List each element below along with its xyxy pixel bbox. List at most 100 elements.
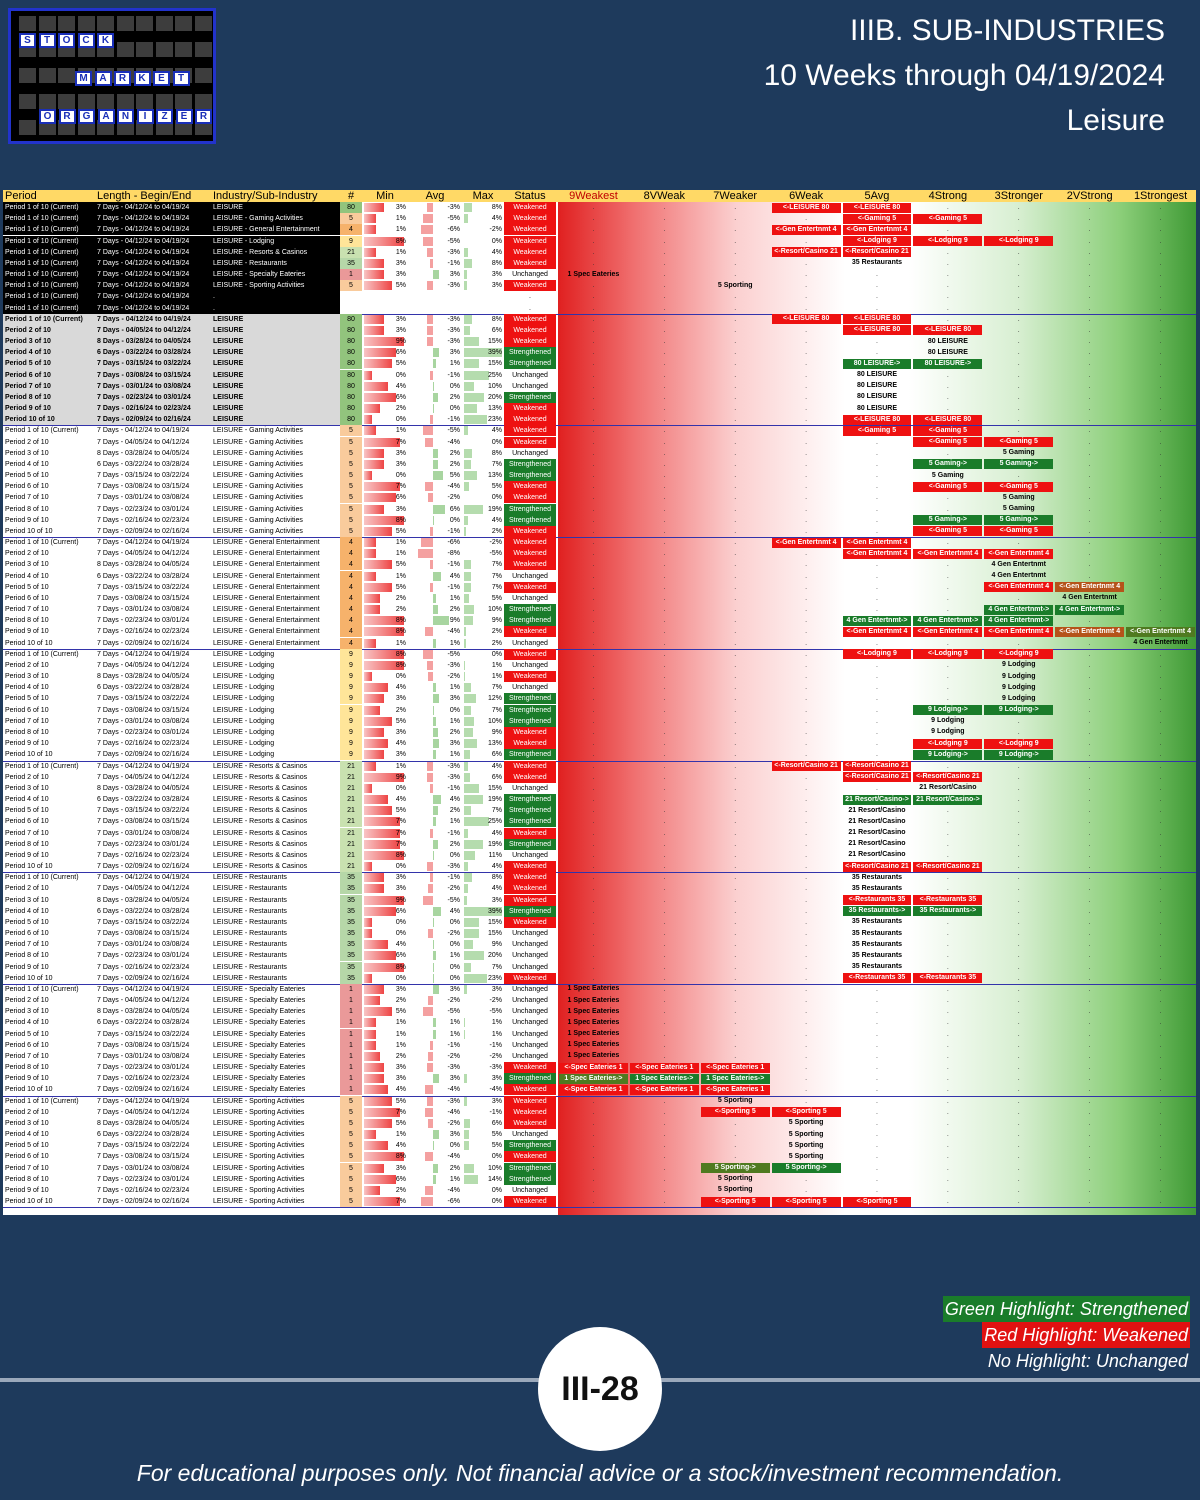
length-cell: 7 Days - 03/08/24 to 03/15/24 — [97, 818, 190, 826]
level-placeholder: . — [805, 460, 808, 468]
level-marker: <-Spec Eateries 1 — [629, 1084, 699, 1095]
level-placeholder: . — [734, 416, 737, 424]
max-bar — [464, 348, 502, 358]
level-placeholder: . — [663, 930, 666, 938]
level-placeholder: . — [946, 885, 949, 893]
level-placeholder: . — [592, 628, 595, 636]
count-cell: 9 — [340, 235, 362, 247]
length-cell: 7 Days - 02/09/24 to 02/16/24 — [97, 974, 190, 982]
length-cell: 7 Days - 04/12/24 to 04/19/24 — [97, 985, 190, 993]
level-placeholder: . — [1159, 728, 1162, 736]
max-bar — [464, 1096, 467, 1106]
avg-bar — [428, 884, 433, 894]
level-placeholder: . — [1088, 617, 1091, 625]
level-placeholder: . — [592, 751, 595, 759]
avg-bar — [423, 895, 433, 905]
count-cell: 9 — [340, 704, 362, 716]
date-range-title: 10 Weeks through 04/19/2024 — [763, 59, 1165, 92]
industry-cell: LEISURE - Resorts & Casinos — [213, 784, 308, 792]
min-bar — [364, 605, 380, 615]
level-marker: <-Lodging 9 — [913, 236, 983, 246]
max-cell: 19% — [487, 505, 502, 513]
level-placeholder: . — [734, 997, 737, 1005]
level-placeholder: . — [876, 1108, 878, 1116]
level-placeholder: . — [805, 338, 808, 346]
max-cell: 11% — [488, 851, 503, 859]
max-cell: 3% — [491, 282, 502, 290]
table-row: Period 1 of 10 (Current) 7 Days - 04/12/2… — [3, 291, 1196, 303]
min-bar — [364, 560, 392, 570]
count-cell: 4 — [340, 224, 362, 236]
period-cell: Period 7 of 10 — [5, 1052, 49, 1060]
level-placeholder: . — [1159, 349, 1162, 357]
avg-bar — [433, 504, 445, 514]
level-placeholder: . — [876, 1153, 878, 1161]
status-badge: Weakened — [504, 648, 556, 660]
level-placeholder: . — [1088, 1097, 1091, 1105]
level-marker: <-Gaming 5 — [984, 437, 1054, 448]
column-header: 1Strongest — [1133, 190, 1188, 202]
count-cell: 35 — [340, 950, 362, 962]
level-placeholder: . — [734, 661, 737, 669]
level-placeholder: . — [1088, 550, 1091, 558]
level-placeholder: . — [592, 918, 595, 926]
avg-cell: -4% — [447, 483, 460, 491]
table-row: Period 5 of 10 7 Days - 03/15/24 to 03/22… — [3, 358, 1196, 370]
level-placeholder: . — [805, 941, 808, 949]
level-placeholder: . — [1017, 1153, 1020, 1161]
industry-cell: LEISURE - Resorts & Casinos — [213, 863, 308, 871]
status-badge: Strengthened — [504, 805, 556, 817]
level-marker: <-Gen Entertnmt 4 — [771, 537, 841, 548]
min-cell: 5% — [395, 1119, 406, 1127]
status-badge: Weakened — [504, 414, 556, 426]
max-cell: 20% — [487, 952, 502, 960]
level-placeholder: . — [663, 561, 666, 569]
level-placeholder: . — [1088, 930, 1091, 938]
row-background — [3, 324, 340, 337]
level-placeholder: . — [1088, 293, 1091, 301]
level-placeholder: . — [592, 840, 595, 848]
level-placeholder: . — [663, 516, 666, 524]
column-header: 5Avg — [864, 190, 890, 202]
level-placeholder: . — [876, 673, 878, 681]
avg-cell: -3% — [447, 1064, 460, 1072]
level-placeholder: . — [734, 349, 737, 357]
level-placeholder: . — [734, 796, 737, 803]
level-placeholder: . — [663, 226, 666, 234]
min-bar — [364, 236, 404, 246]
min-cell: 3% — [395, 449, 406, 457]
level-placeholder: . — [734, 539, 737, 547]
level-placeholder: . — [592, 974, 595, 982]
level-placeholder: . — [663, 606, 666, 614]
level-placeholder: . — [592, 606, 595, 614]
level-placeholder: . — [1159, 561, 1162, 569]
table-row: Period 8 of 10 7 Days - 02/23/24 to 03/01… — [3, 615, 1196, 627]
min-bar — [364, 214, 376, 224]
count-cell: 9 — [340, 738, 362, 750]
length-cell: 7 Days - 02/23/24 to 03/01/24 — [97, 952, 190, 960]
max-bar — [464, 984, 467, 994]
period-cell: Period 10 of 10 — [5, 1198, 53, 1206]
level-placeholder: . — [1088, 315, 1091, 323]
level-placeholder: . — [734, 527, 737, 535]
industry-cell: LEISURE - Gaming Activities — [213, 483, 303, 491]
avg-bar — [426, 660, 433, 670]
avg-bar — [430, 828, 433, 838]
level-marker: <-Sporting 5 — [771, 1107, 841, 1118]
count-cell: 4 — [340, 537, 362, 549]
count-cell: 80 — [340, 391, 362, 403]
level-placeholder: . — [663, 684, 666, 692]
avg-bar — [421, 1197, 433, 1207]
max-bar — [464, 772, 470, 782]
length-cell: 8 Days - 03/28/24 to 04/05/24 — [97, 1119, 190, 1127]
level-placeholder: . — [663, 784, 666, 792]
level-placeholder: . — [805, 807, 808, 815]
level-placeholder: . — [734, 1153, 737, 1161]
level-placeholder: . — [592, 717, 595, 725]
min-bar — [364, 962, 404, 972]
level-placeholder: . — [805, 840, 808, 848]
count-cell: 21 — [340, 760, 362, 772]
period-cell: Period 6 of 10 — [5, 818, 49, 826]
avg-bar — [424, 482, 433, 492]
max-bar — [464, 359, 479, 369]
